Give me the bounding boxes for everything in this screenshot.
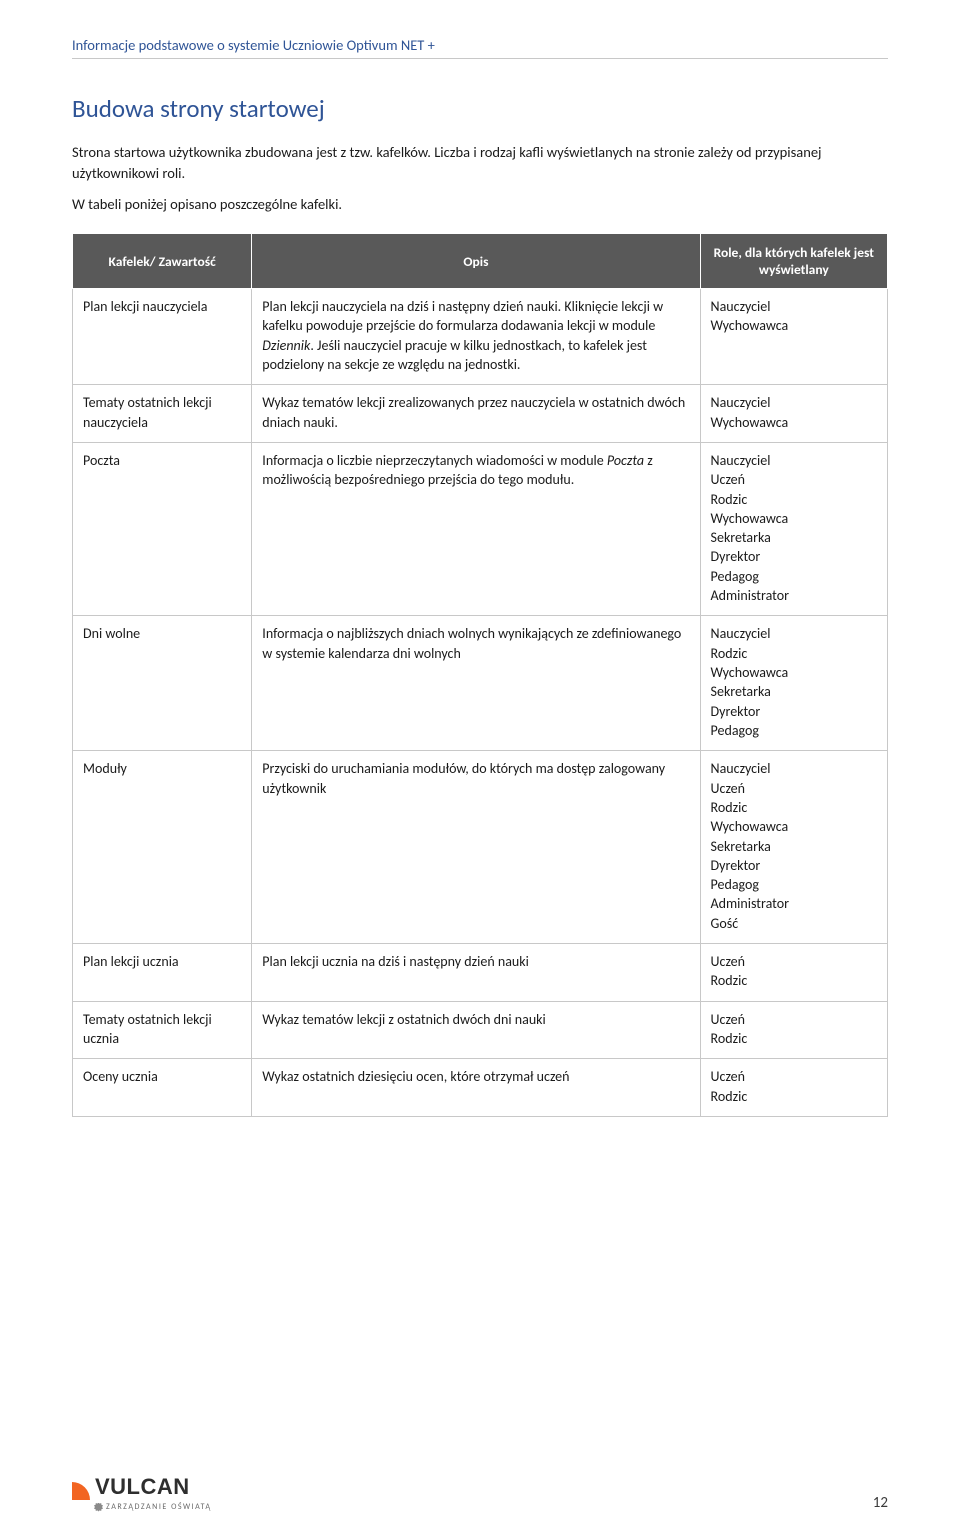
role-label: Rodzic [711, 1087, 877, 1106]
role-label: Uczeń [711, 470, 877, 489]
page-footer: VULCAN ZARZĄDZANIE OŚWIATĄ 12 [72, 1474, 888, 1512]
table-row: Tematy ostatnich lekcji nauczycielaWykaz… [73, 385, 888, 443]
cell-roles: NauczycielRodzicWychowawcaSekretarkaDyre… [700, 616, 887, 751]
cell-tile-name: Oceny ucznia [73, 1059, 252, 1117]
role-label: Wychowawca [711, 817, 877, 836]
cell-roles: UczeńRodzic [700, 944, 887, 1002]
cell-description: Informacja o najbliższych dniach wolnych… [252, 616, 700, 751]
role-label: Sekretarka [711, 682, 877, 701]
logo-subtitle: ZARZĄDZANIE OŚWIATĄ [72, 1502, 212, 1512]
cell-tile-name: Plan lekcji nauczyciela [73, 289, 252, 385]
cell-description: Wykaz tematów lekcji zrealizowanych prze… [252, 385, 700, 443]
role-label: Nauczyciel [711, 624, 877, 643]
cell-description: Plan lekcji ucznia na dziś i następny dz… [252, 944, 700, 1002]
page-header: Informacje podstawowe o systemie Uczniow… [72, 36, 888, 59]
cell-roles: NauczycielUczeńRodzicWychowawcaSekretark… [700, 442, 887, 616]
role-label: Uczeń [711, 1067, 877, 1086]
cell-description: Przyciski do uruchamiania modułów, do kt… [252, 751, 700, 944]
table-row: Tematy ostatnich lekcji uczniaWykaz tema… [73, 1001, 888, 1059]
cell-tile-name: Poczta [73, 442, 252, 616]
table-row: Plan lekcji uczniaPlan lekcji ucznia na … [73, 944, 888, 1002]
cell-tile-name: Moduły [73, 751, 252, 944]
role-label: Dyrektor [711, 856, 877, 875]
intro-paragraph-2: W tabeli poniżej opisano poszczególne ka… [72, 194, 888, 215]
th-tile: Kafelek/ Zawartość [73, 234, 252, 289]
intro-paragraph-1: Strona startowa użytkownika zbudowana je… [72, 142, 888, 184]
role-label: Sekretarka [711, 837, 877, 856]
table-row: Plan lekcji nauczycielaPlan lekcji naucz… [73, 289, 888, 385]
role-label: Uczeń [711, 779, 877, 798]
cell-tile-name: Tematy ostatnich lekcji nauczyciela [73, 385, 252, 443]
role-label: Wychowawca [711, 316, 877, 335]
logo-main: VULCAN [72, 1474, 212, 1500]
role-label: Uczeń [711, 952, 877, 971]
role-label: Rodzic [711, 1029, 877, 1048]
tiles-table: Kafelek/ Zawartość Opis Role, dla któryc… [72, 233, 888, 1117]
cell-tile-name: Dni wolne [73, 616, 252, 751]
cell-description: Wykaz tematów lekcji z ostatnich dwóch d… [252, 1001, 700, 1059]
section-heading: Budowa strony startowej [72, 93, 888, 124]
role-label: Rodzic [711, 490, 877, 509]
logo-text: VULCAN [95, 1474, 190, 1500]
role-label: Pedagog [711, 567, 877, 586]
table-row: ModułyPrzyciski do uruchamiania modułów,… [73, 751, 888, 944]
table-header-row: Kafelek/ Zawartość Opis Role, dla któryc… [73, 234, 888, 289]
th-desc: Opis [252, 234, 700, 289]
cell-roles: NauczycielUczeńRodzicWychowawcaSekretark… [700, 751, 887, 944]
role-label: Wychowawca [711, 663, 877, 682]
cell-description: Informacja o liczbie nieprzeczytanych wi… [252, 442, 700, 616]
cell-roles: UczeńRodzic [700, 1059, 887, 1117]
module-name: Dziennik [262, 337, 310, 354]
role-label: Rodzic [711, 971, 877, 990]
role-label: Nauczyciel [711, 759, 877, 778]
cell-tile-name: Tematy ostatnich lekcji ucznia [73, 1001, 252, 1059]
table-row: PocztaInformacja o liczbie nieprzeczytan… [73, 442, 888, 616]
role-label: Uczeń [711, 1010, 877, 1029]
role-label: Dyrektor [711, 702, 877, 721]
role-label: Rodzic [711, 644, 877, 663]
cell-roles: NauczycielWychowawca [700, 289, 887, 385]
th-roles: Role, dla których kafelek jest wyświetla… [700, 234, 887, 289]
role-label: Nauczyciel [711, 297, 877, 316]
cell-roles: NauczycielWychowawca [700, 385, 887, 443]
cell-description: Wykaz ostatnich dziesięciu ocen, które o… [252, 1059, 700, 1117]
vendor-logo: VULCAN ZARZĄDZANIE OŚWIATĄ [72, 1474, 212, 1512]
role-label: Sekretarka [711, 528, 877, 547]
logo-icon [72, 1482, 90, 1500]
cell-tile-name: Plan lekcji ucznia [73, 944, 252, 1002]
table-row: Oceny uczniaWykaz ostatnich dziesięciu o… [73, 1059, 888, 1117]
cell-description: Plan lekcji nauczyciela na dziś i następ… [252, 289, 700, 385]
role-label: Rodzic [711, 798, 877, 817]
role-label: Administrator [711, 894, 877, 913]
role-label: Wychowawca [711, 509, 877, 528]
page-number: 12 [873, 1494, 888, 1512]
role-label: Wychowawca [711, 413, 877, 432]
cell-roles: UczeńRodzic [700, 1001, 887, 1059]
module-name: Poczta [607, 452, 644, 469]
table-row: Dni wolneInformacja o najbliższych dniac… [73, 616, 888, 751]
role-label: Nauczyciel [711, 393, 877, 412]
logo-sub-text: ZARZĄDZANIE OŚWIATĄ [106, 1502, 212, 1512]
gear-icon [94, 1503, 103, 1512]
role-label: Gość [711, 914, 877, 933]
role-label: Dyrektor [711, 547, 877, 566]
role-label: Pedagog [711, 721, 877, 740]
role-label: Pedagog [711, 875, 877, 894]
role-label: Nauczyciel [711, 451, 877, 470]
role-label: Administrator [711, 586, 877, 605]
